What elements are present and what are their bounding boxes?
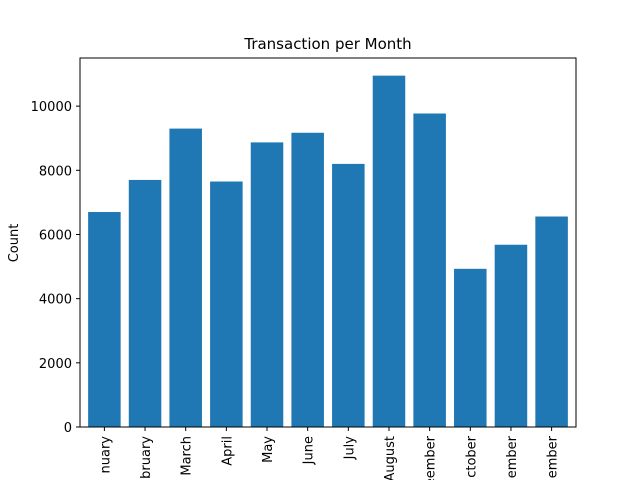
bars-group bbox=[88, 75, 568, 428]
x-tick-label: ctober bbox=[464, 435, 479, 477]
bar-december bbox=[535, 216, 568, 427]
x-tick-label: August bbox=[383, 436, 398, 480]
y-axis-label: Count bbox=[7, 224, 22, 263]
bar-september bbox=[413, 113, 446, 427]
y-tick-label: 0 bbox=[64, 421, 72, 436]
bar-november bbox=[494, 244, 528, 427]
bar-august bbox=[372, 75, 406, 428]
bar-july bbox=[332, 163, 365, 427]
x-tick-label: June bbox=[302, 436, 317, 465]
bar-february bbox=[128, 179, 162, 427]
bar-october bbox=[454, 268, 487, 427]
bar-march bbox=[169, 128, 202, 427]
x-tick-label: ember bbox=[546, 435, 561, 478]
y-tick-label: 10000 bbox=[31, 100, 72, 115]
bar-may bbox=[250, 142, 284, 427]
x-tick-label: ember bbox=[505, 435, 520, 478]
y-axis-ticks: 0 2000 4000 6000 8000 10000 bbox=[31, 100, 80, 436]
bar-june bbox=[291, 132, 324, 427]
x-tick-label: July bbox=[342, 436, 357, 461]
y-tick-label: 6000 bbox=[39, 228, 72, 243]
x-tick-label: eember bbox=[424, 435, 439, 480]
x-tick-label: May bbox=[261, 436, 276, 463]
bar-april bbox=[210, 181, 243, 427]
y-tick-label: 4000 bbox=[39, 293, 72, 308]
x-tick-label: April bbox=[220, 436, 235, 466]
y-tick-label: 8000 bbox=[39, 164, 72, 179]
y-tick-label: 2000 bbox=[39, 357, 72, 372]
x-tick-label: bruary bbox=[139, 436, 154, 479]
chart-title: Transaction per Month bbox=[243, 35, 411, 53]
x-tick-label: nuary bbox=[98, 436, 113, 474]
x-axis-ticks: nuary bruary March April May June July August ee… bbox=[98, 427, 561, 480]
x-tick-label: March bbox=[180, 436, 195, 476]
plot-area-frame bbox=[79, 57, 577, 428]
bar-january bbox=[88, 212, 121, 427]
